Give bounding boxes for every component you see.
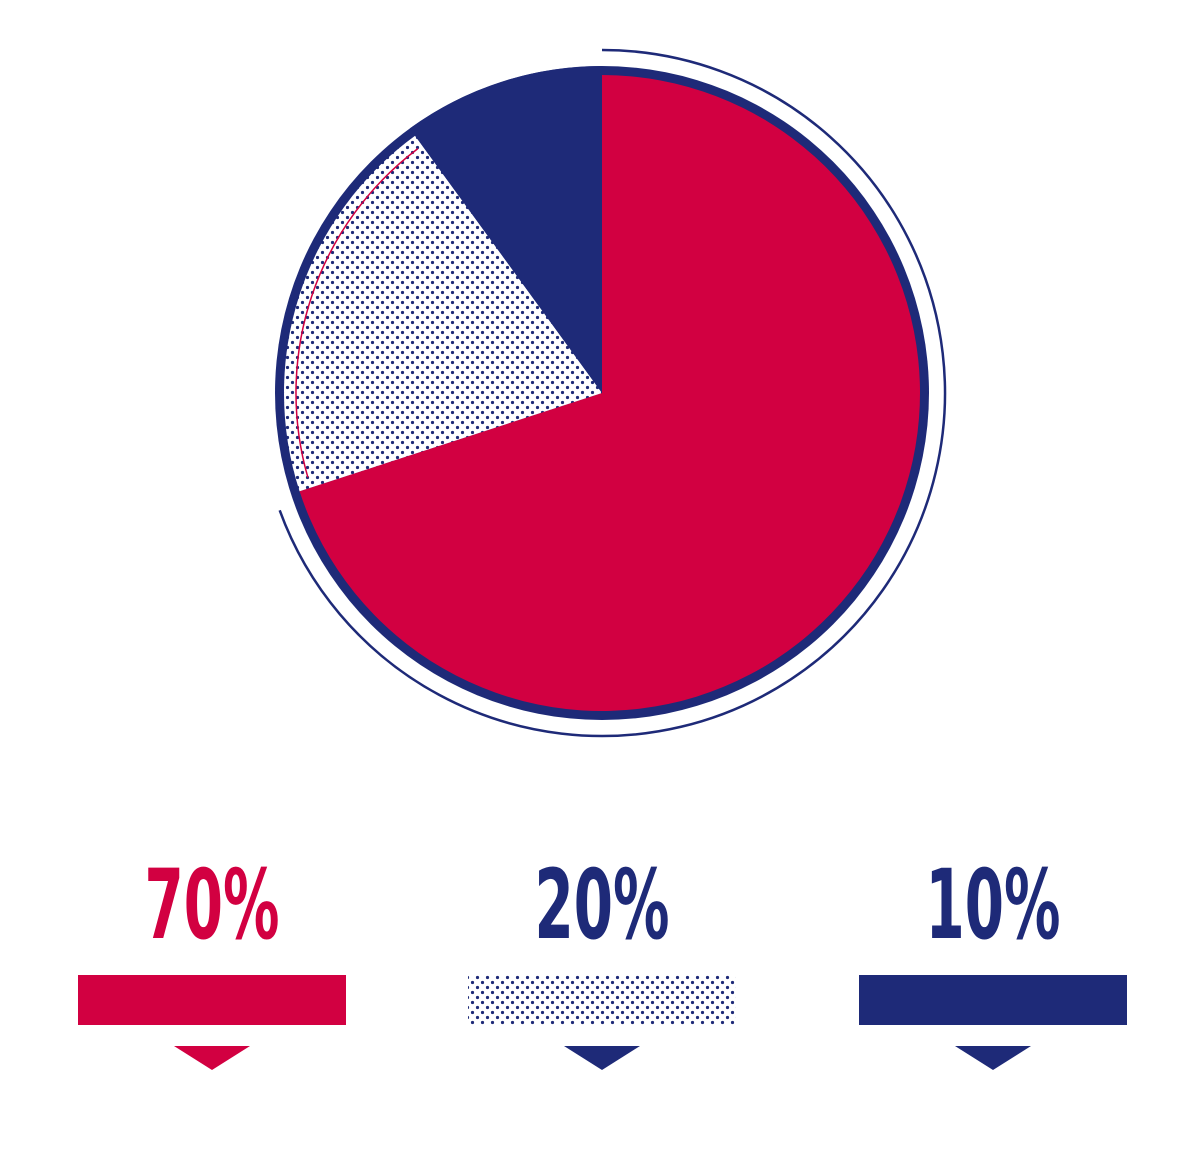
legend: 70% 20% 10% (78, 849, 1127, 1070)
legend-bar-20 (468, 975, 736, 1025)
legend-arrow-10 (955, 1046, 1031, 1070)
legend-label-70: 70% (145, 849, 280, 961)
pie-slice-10 (409, 66, 602, 393)
legend-arrow-20 (564, 1046, 640, 1070)
pie-slice-70 (299, 75, 920, 711)
pie-inner-accent-arc (295, 148, 419, 478)
legend-arrow-70 (174, 1046, 250, 1070)
pie-outer-decor-arc (278, 48, 947, 738)
legend-label-20: 20% (535, 849, 670, 961)
legend-label-10: 10% (926, 849, 1061, 961)
legend-bar-10 (859, 975, 1127, 1025)
legend-bar-70 (78, 975, 346, 1025)
pie (275, 48, 947, 738)
pie-slice-20 (283, 135, 602, 492)
